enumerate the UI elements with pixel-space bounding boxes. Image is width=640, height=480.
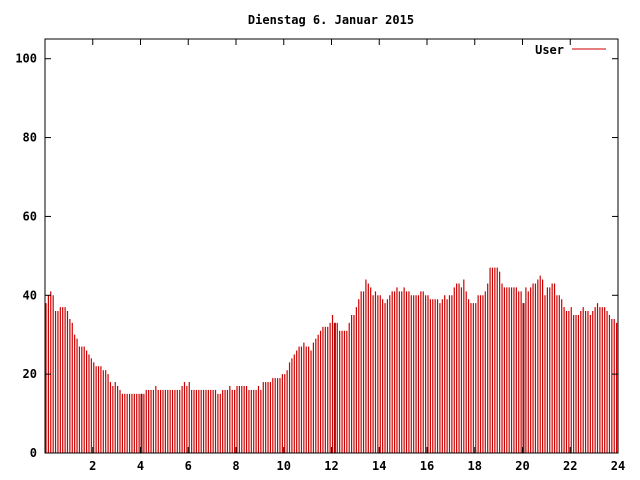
y-tick-label: 40: [23, 288, 37, 302]
x-tick-label: 4: [137, 459, 144, 473]
x-tick-label: 12: [324, 459, 338, 473]
chart-title: Dienstag 6. Januar 2015: [248, 13, 414, 27]
y-tick-label: 60: [23, 209, 37, 223]
x-tick-label: 22: [563, 459, 577, 473]
y-tick-label: 20: [23, 367, 37, 381]
x-tick-label: 10: [277, 459, 291, 473]
y-tick-label: 0: [30, 446, 37, 460]
x-tick-label: 16: [420, 459, 434, 473]
x-tick-label: 8: [232, 459, 239, 473]
x-axis: 2 4 6 8 10 12 14 16 18 20 22 24: [89, 39, 625, 473]
y-tick-label: 80: [23, 131, 37, 145]
x-tick-label: 14: [372, 459, 386, 473]
highlight-bars: [140, 303, 525, 453]
y-axis: 0 20 40 60 80 100: [15, 52, 618, 460]
x-tick-label: 18: [468, 459, 482, 473]
bar-series: [45, 267, 618, 453]
x-tick-label: 6: [185, 459, 192, 473]
legend-label: User: [535, 43, 564, 57]
x-tick-label: 2: [89, 459, 96, 473]
legend: User: [535, 43, 606, 57]
x-tick-label: 20: [515, 459, 529, 473]
y-tick-label: 100: [15, 52, 37, 66]
x-tick-label: 24: [611, 459, 625, 473]
plot-frame: [44, 38, 619, 454]
